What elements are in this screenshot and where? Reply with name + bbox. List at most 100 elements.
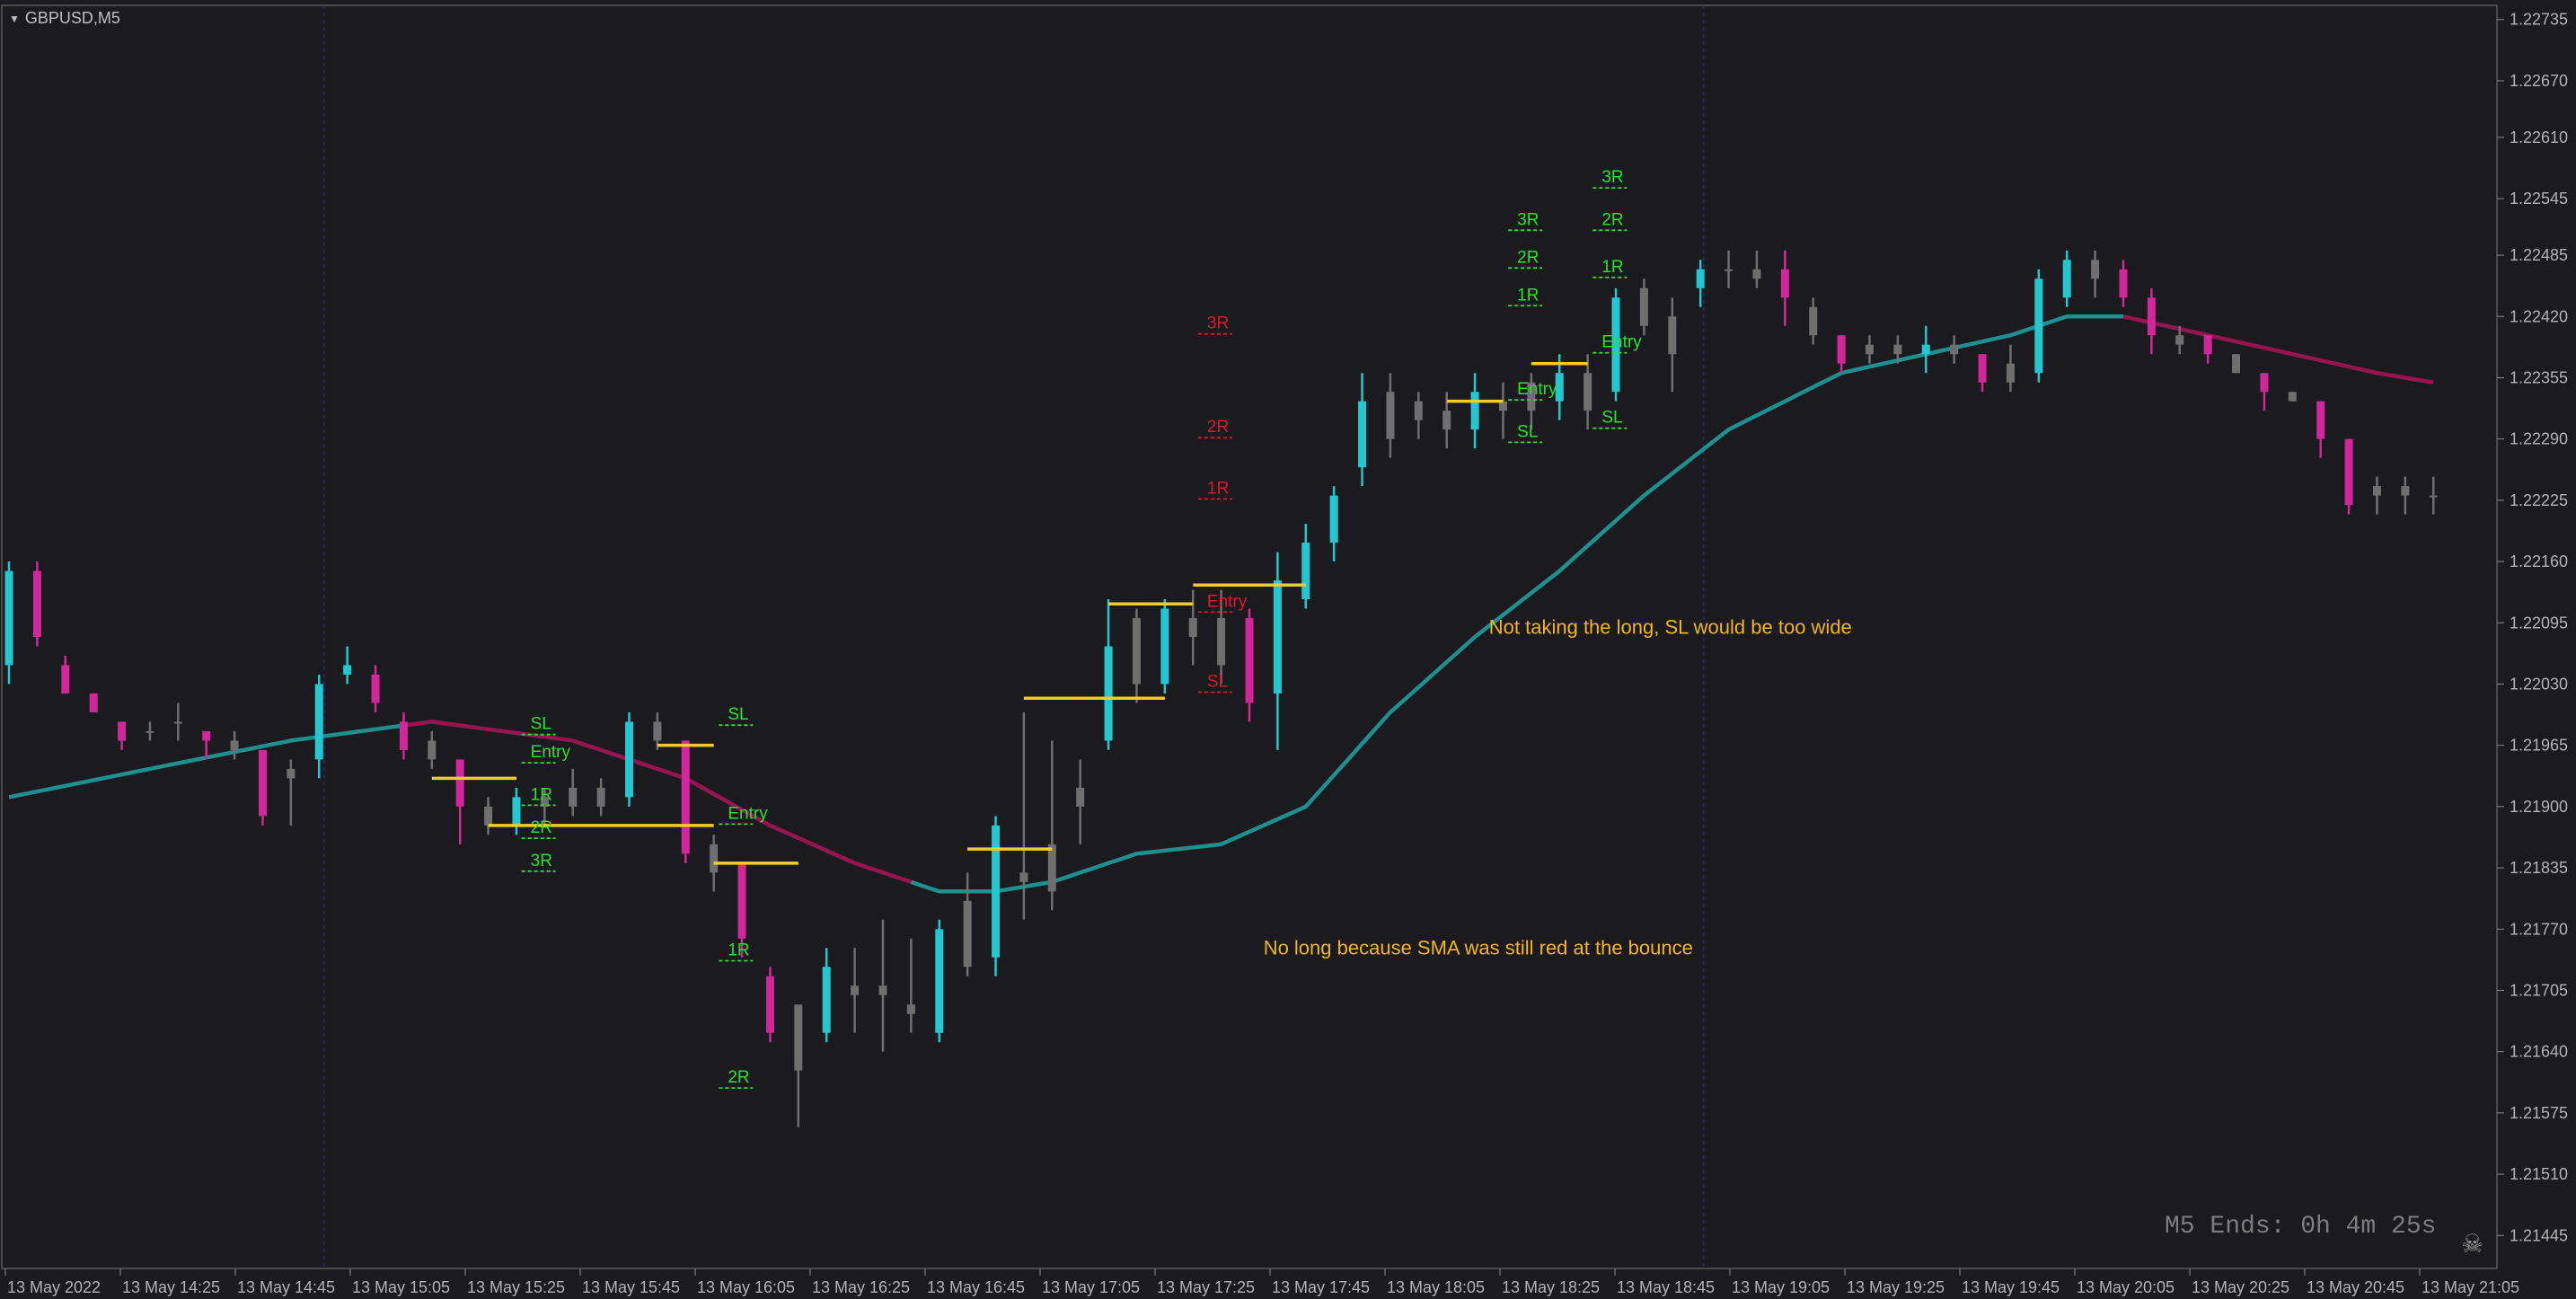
candle-body (61, 665, 70, 694)
trade-label: SL (531, 715, 551, 734)
trade-label: SL (728, 705, 748, 724)
trade-label: 1R (728, 941, 749, 960)
x-tick-label: 13 May 20:05 (2077, 1278, 2175, 1296)
y-tick-label: 1.22545 (2510, 190, 2568, 208)
x-tick-label: 13 May 17:45 (1272, 1278, 1370, 1296)
candle-body (1725, 269, 1734, 271)
trade-label: 3R (1207, 314, 1229, 333)
trade-label: SL (1517, 422, 1538, 441)
x-tick-label: 13 May 16:45 (927, 1278, 1025, 1296)
candle-body (1217, 618, 1226, 666)
candle-body (1076, 787, 1085, 807)
caret-down-icon[interactable]: ▼ (9, 12, 20, 25)
x-tick-label: 13 May 19:05 (1732, 1278, 1830, 1296)
candle-body (596, 787, 605, 807)
x-tick-label: 13 May 14:45 (237, 1278, 335, 1296)
candle-body (455, 759, 464, 807)
trade-label: 3R (1601, 168, 1623, 187)
y-tick-label: 1.21510 (2510, 1165, 2568, 1183)
symbol-label[interactable]: ▼ GBPUSD,M5 (9, 9, 120, 28)
candle-body (540, 797, 549, 807)
x-tick-label: 13 May 17:05 (1042, 1278, 1140, 1296)
x-tick-label: 13 May 21:05 (2422, 1278, 2519, 1296)
trade-label: 1R (1207, 479, 1229, 498)
candle-body (2034, 278, 2043, 374)
candle-body (822, 967, 831, 1033)
candle-body (2147, 297, 2156, 336)
y-tick-label: 1.21575 (2510, 1104, 2568, 1122)
candle-body (1414, 401, 1423, 420)
candle-body (1132, 618, 1141, 685)
candle-body (1104, 646, 1113, 741)
symbol-text: GBPUSD,M5 (24, 9, 120, 27)
x-tick-label: 13 May 19:45 (1962, 1278, 2060, 1296)
candle-body (1950, 344, 1959, 355)
candle-body (2344, 438, 2353, 506)
x-tick-label: 13 May 19:25 (1847, 1278, 1945, 1296)
trade-label: 2R (1517, 248, 1539, 267)
y-tick-label: 1.21965 (2510, 737, 2568, 755)
candle-body (32, 570, 41, 637)
trade-label: 2R (1207, 418, 1229, 437)
candle-body (935, 929, 944, 1033)
chart-annotation: No long because SMA was still red at the… (1264, 936, 1693, 959)
y-tick-label: 1.22095 (2510, 614, 2568, 632)
candle-body (1386, 392, 1395, 439)
trade-label: 2R (531, 818, 552, 837)
trade-label: 3R (531, 852, 552, 870)
candle-body (2006, 363, 2015, 383)
y-tick-label: 1.21445 (2510, 1226, 2568, 1244)
y-tick-label: 1.21640 (2510, 1043, 2568, 1061)
candle-body (2372, 486, 2381, 496)
candle-body (1160, 608, 1169, 685)
candle-body (314, 684, 323, 760)
trade-label: 1R (531, 785, 552, 804)
candle-body (1442, 411, 1451, 430)
candle-body (4, 570, 13, 666)
candle-body (710, 844, 719, 873)
candle-body (569, 787, 578, 807)
candle-body (765, 976, 774, 1033)
candle-body (1329, 495, 1338, 543)
bar-timer: M5 Ends: 0h 4m 25s (2165, 1213, 2437, 1241)
plot-frame (1, 4, 2498, 1269)
candle-body (653, 721, 662, 741)
y-tick-label: 1.22735 (2510, 11, 2568, 29)
candle-body (963, 900, 972, 968)
candle-body (1780, 269, 1789, 298)
candle-body (625, 721, 633, 798)
sma-line (910, 314, 2123, 894)
sma-line (2122, 314, 2434, 384)
candle-body (1921, 344, 1930, 355)
skull-icon[interactable]: ☠ (2461, 1229, 2484, 1259)
candle-body (1555, 373, 1564, 402)
trade-label: 3R (1517, 210, 1539, 229)
candle-body (371, 674, 380, 703)
candle-body (2175, 335, 2184, 345)
candle-body (173, 721, 182, 724)
trade-label: Entry (1517, 380, 1557, 399)
x-tick-label: 13 May 2022 (7, 1278, 101, 1296)
candle-body (681, 740, 690, 854)
x-tick-label: 13 May 15:25 (467, 1278, 565, 1296)
y-tick-label: 1.22670 (2510, 72, 2568, 90)
y-tick-label: 1.21770 (2510, 920, 2568, 938)
trade-label: 1R (1601, 258, 1623, 277)
candle-body (230, 740, 239, 750)
trade-label: Entry (728, 804, 768, 823)
x-tick-label: 13 May 15:05 (352, 1278, 450, 1296)
candle-body (2091, 260, 2100, 279)
x-tick-label: 13 May 18:05 (1387, 1278, 1485, 1296)
x-tick-label: 13 May 20:25 (2192, 1278, 2289, 1296)
candle-body (287, 768, 296, 779)
candle-body (258, 749, 267, 817)
y-tick-label: 1.22485 (2510, 246, 2568, 264)
candle-body (1611, 297, 1620, 393)
y-tick-label: 1.22610 (2510, 128, 2568, 146)
x-tick-label: 13 May 20:45 (2307, 1278, 2404, 1296)
candle-body (512, 797, 521, 826)
trade-label: Entry (1207, 592, 1248, 611)
candle-body (1273, 580, 1282, 694)
